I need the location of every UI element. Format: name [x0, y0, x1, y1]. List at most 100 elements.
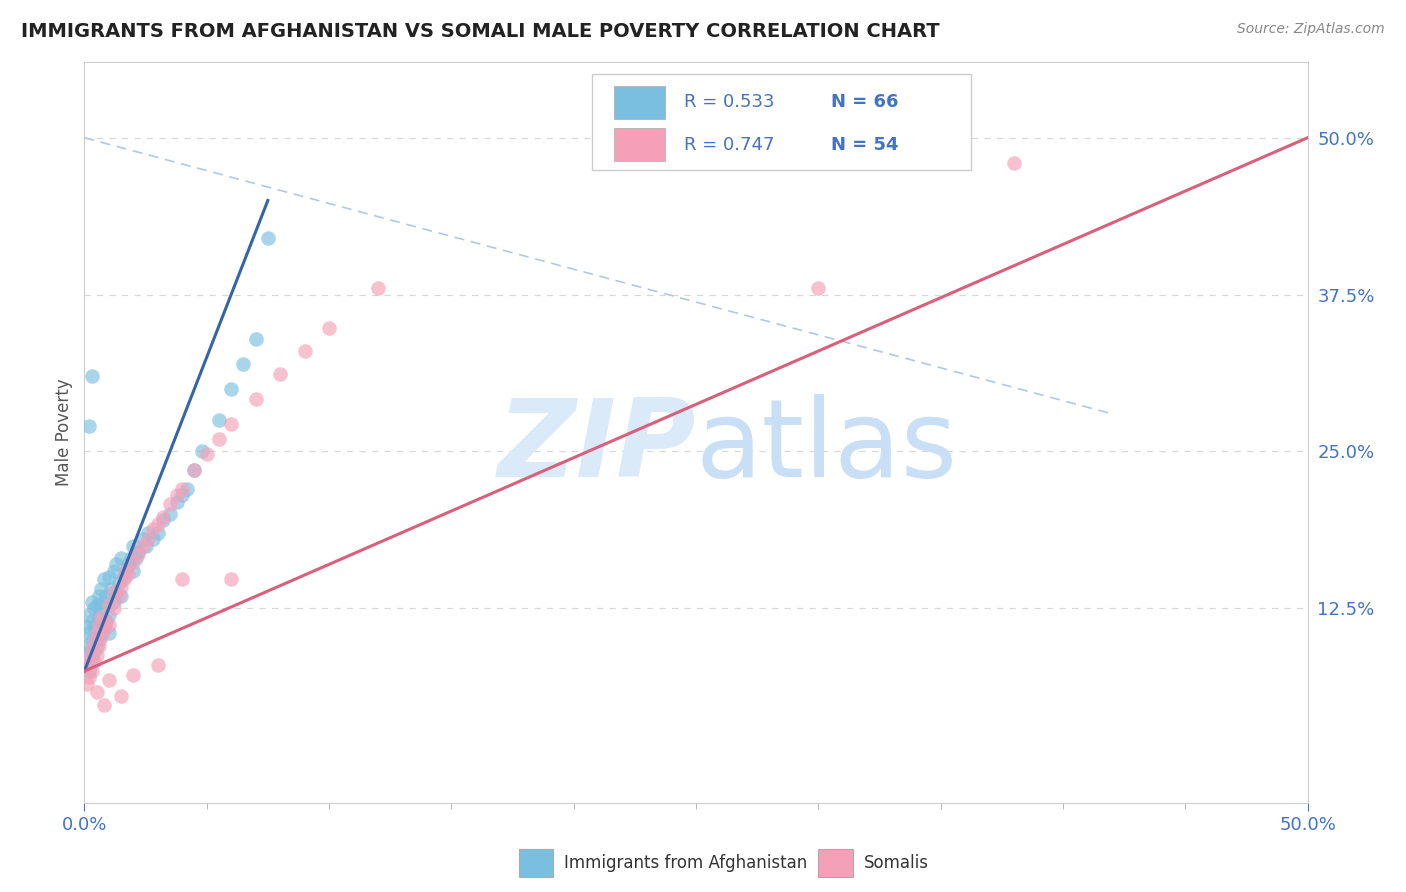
Point: [232, 357, 254, 371]
Point: [191, 444, 214, 458]
Point: [142, 522, 165, 536]
Point: [77, 651, 100, 665]
Point: [103, 601, 125, 615]
Point: [90, 610, 112, 624]
Point: [269, 367, 291, 381]
Point: [115, 564, 138, 578]
Bar: [818, 848, 852, 877]
Point: [103, 595, 125, 609]
Point: [142, 533, 165, 547]
Point: [86, 617, 108, 632]
Point: [93, 573, 115, 587]
Point: [152, 509, 174, 524]
Point: [96, 614, 118, 628]
Y-axis label: Male Poverty: Male Poverty: [55, 379, 73, 486]
Point: [77, 607, 100, 622]
Point: [127, 547, 149, 561]
Point: [245, 331, 267, 345]
Point: [120, 551, 142, 566]
Point: [136, 526, 159, 541]
Point: [93, 698, 115, 712]
Point: [166, 494, 188, 508]
Point: [80, 651, 103, 665]
Point: [117, 567, 139, 582]
Point: [76, 620, 98, 634]
Point: [83, 645, 105, 659]
Point: [176, 482, 198, 496]
Bar: [614, 128, 665, 161]
Point: [112, 573, 135, 587]
Point: [86, 685, 108, 699]
Point: [105, 558, 128, 572]
Point: [77, 670, 100, 684]
Point: [208, 432, 231, 446]
Point: [172, 482, 194, 496]
Point: [172, 573, 194, 587]
Point: [122, 555, 145, 569]
Point: [135, 539, 157, 553]
Point: [219, 573, 242, 587]
Text: R = 0.747: R = 0.747: [683, 136, 775, 153]
Point: [208, 413, 231, 427]
Point: [96, 589, 118, 603]
Point: [97, 673, 120, 687]
Text: R = 0.533: R = 0.533: [683, 93, 775, 111]
Point: [87, 632, 110, 647]
Point: [80, 614, 103, 628]
Point: [110, 551, 132, 566]
Point: [97, 598, 120, 612]
Text: IMMIGRANTS FROM AFGHANISTAN VS SOMALI MALE POVERTY CORRELATION CHART: IMMIGRANTS FROM AFGHANISTAN VS SOMALI MA…: [21, 22, 939, 41]
Point: [110, 689, 132, 703]
Bar: [614, 87, 665, 120]
Point: [80, 632, 103, 647]
Point: [172, 488, 194, 502]
Point: [80, 369, 103, 384]
Point: [77, 419, 100, 434]
Point: [245, 392, 267, 406]
Point: [87, 610, 110, 624]
Point: [105, 585, 128, 599]
Point: [159, 497, 181, 511]
Text: Somalis: Somalis: [863, 854, 928, 871]
Text: Immigrants from Afghanistan: Immigrants from Afghanistan: [564, 854, 807, 871]
Point: [83, 635, 105, 649]
Point: [807, 281, 830, 295]
Point: [93, 595, 115, 609]
Point: [80, 595, 103, 609]
Point: [90, 582, 112, 597]
Point: [97, 570, 120, 584]
Point: [122, 668, 145, 682]
Point: [83, 655, 105, 669]
Point: [132, 539, 155, 553]
Point: [122, 564, 145, 578]
Point: [87, 617, 110, 632]
Point: [93, 623, 115, 637]
Point: [83, 601, 105, 615]
Point: [183, 463, 205, 477]
Point: [100, 582, 122, 597]
Point: [219, 417, 242, 431]
Point: [112, 570, 135, 584]
Point: [127, 545, 149, 559]
Point: [87, 589, 110, 603]
Point: [136, 533, 159, 547]
Point: [219, 382, 242, 396]
Point: [76, 657, 98, 672]
Point: [367, 281, 389, 295]
Point: [93, 620, 115, 634]
Point: [77, 645, 100, 659]
Point: [76, 657, 98, 672]
Point: [125, 551, 148, 566]
Point: [146, 526, 169, 541]
Point: [77, 664, 100, 678]
Point: [1002, 156, 1025, 170]
Point: [80, 664, 103, 678]
Text: Source: ZipAtlas.com: Source: ZipAtlas.com: [1237, 22, 1385, 37]
Point: [87, 639, 110, 653]
Point: [257, 231, 280, 245]
Point: [110, 580, 132, 594]
Point: [80, 642, 103, 657]
Point: [146, 517, 169, 532]
Bar: [519, 848, 553, 877]
Point: [103, 564, 125, 578]
